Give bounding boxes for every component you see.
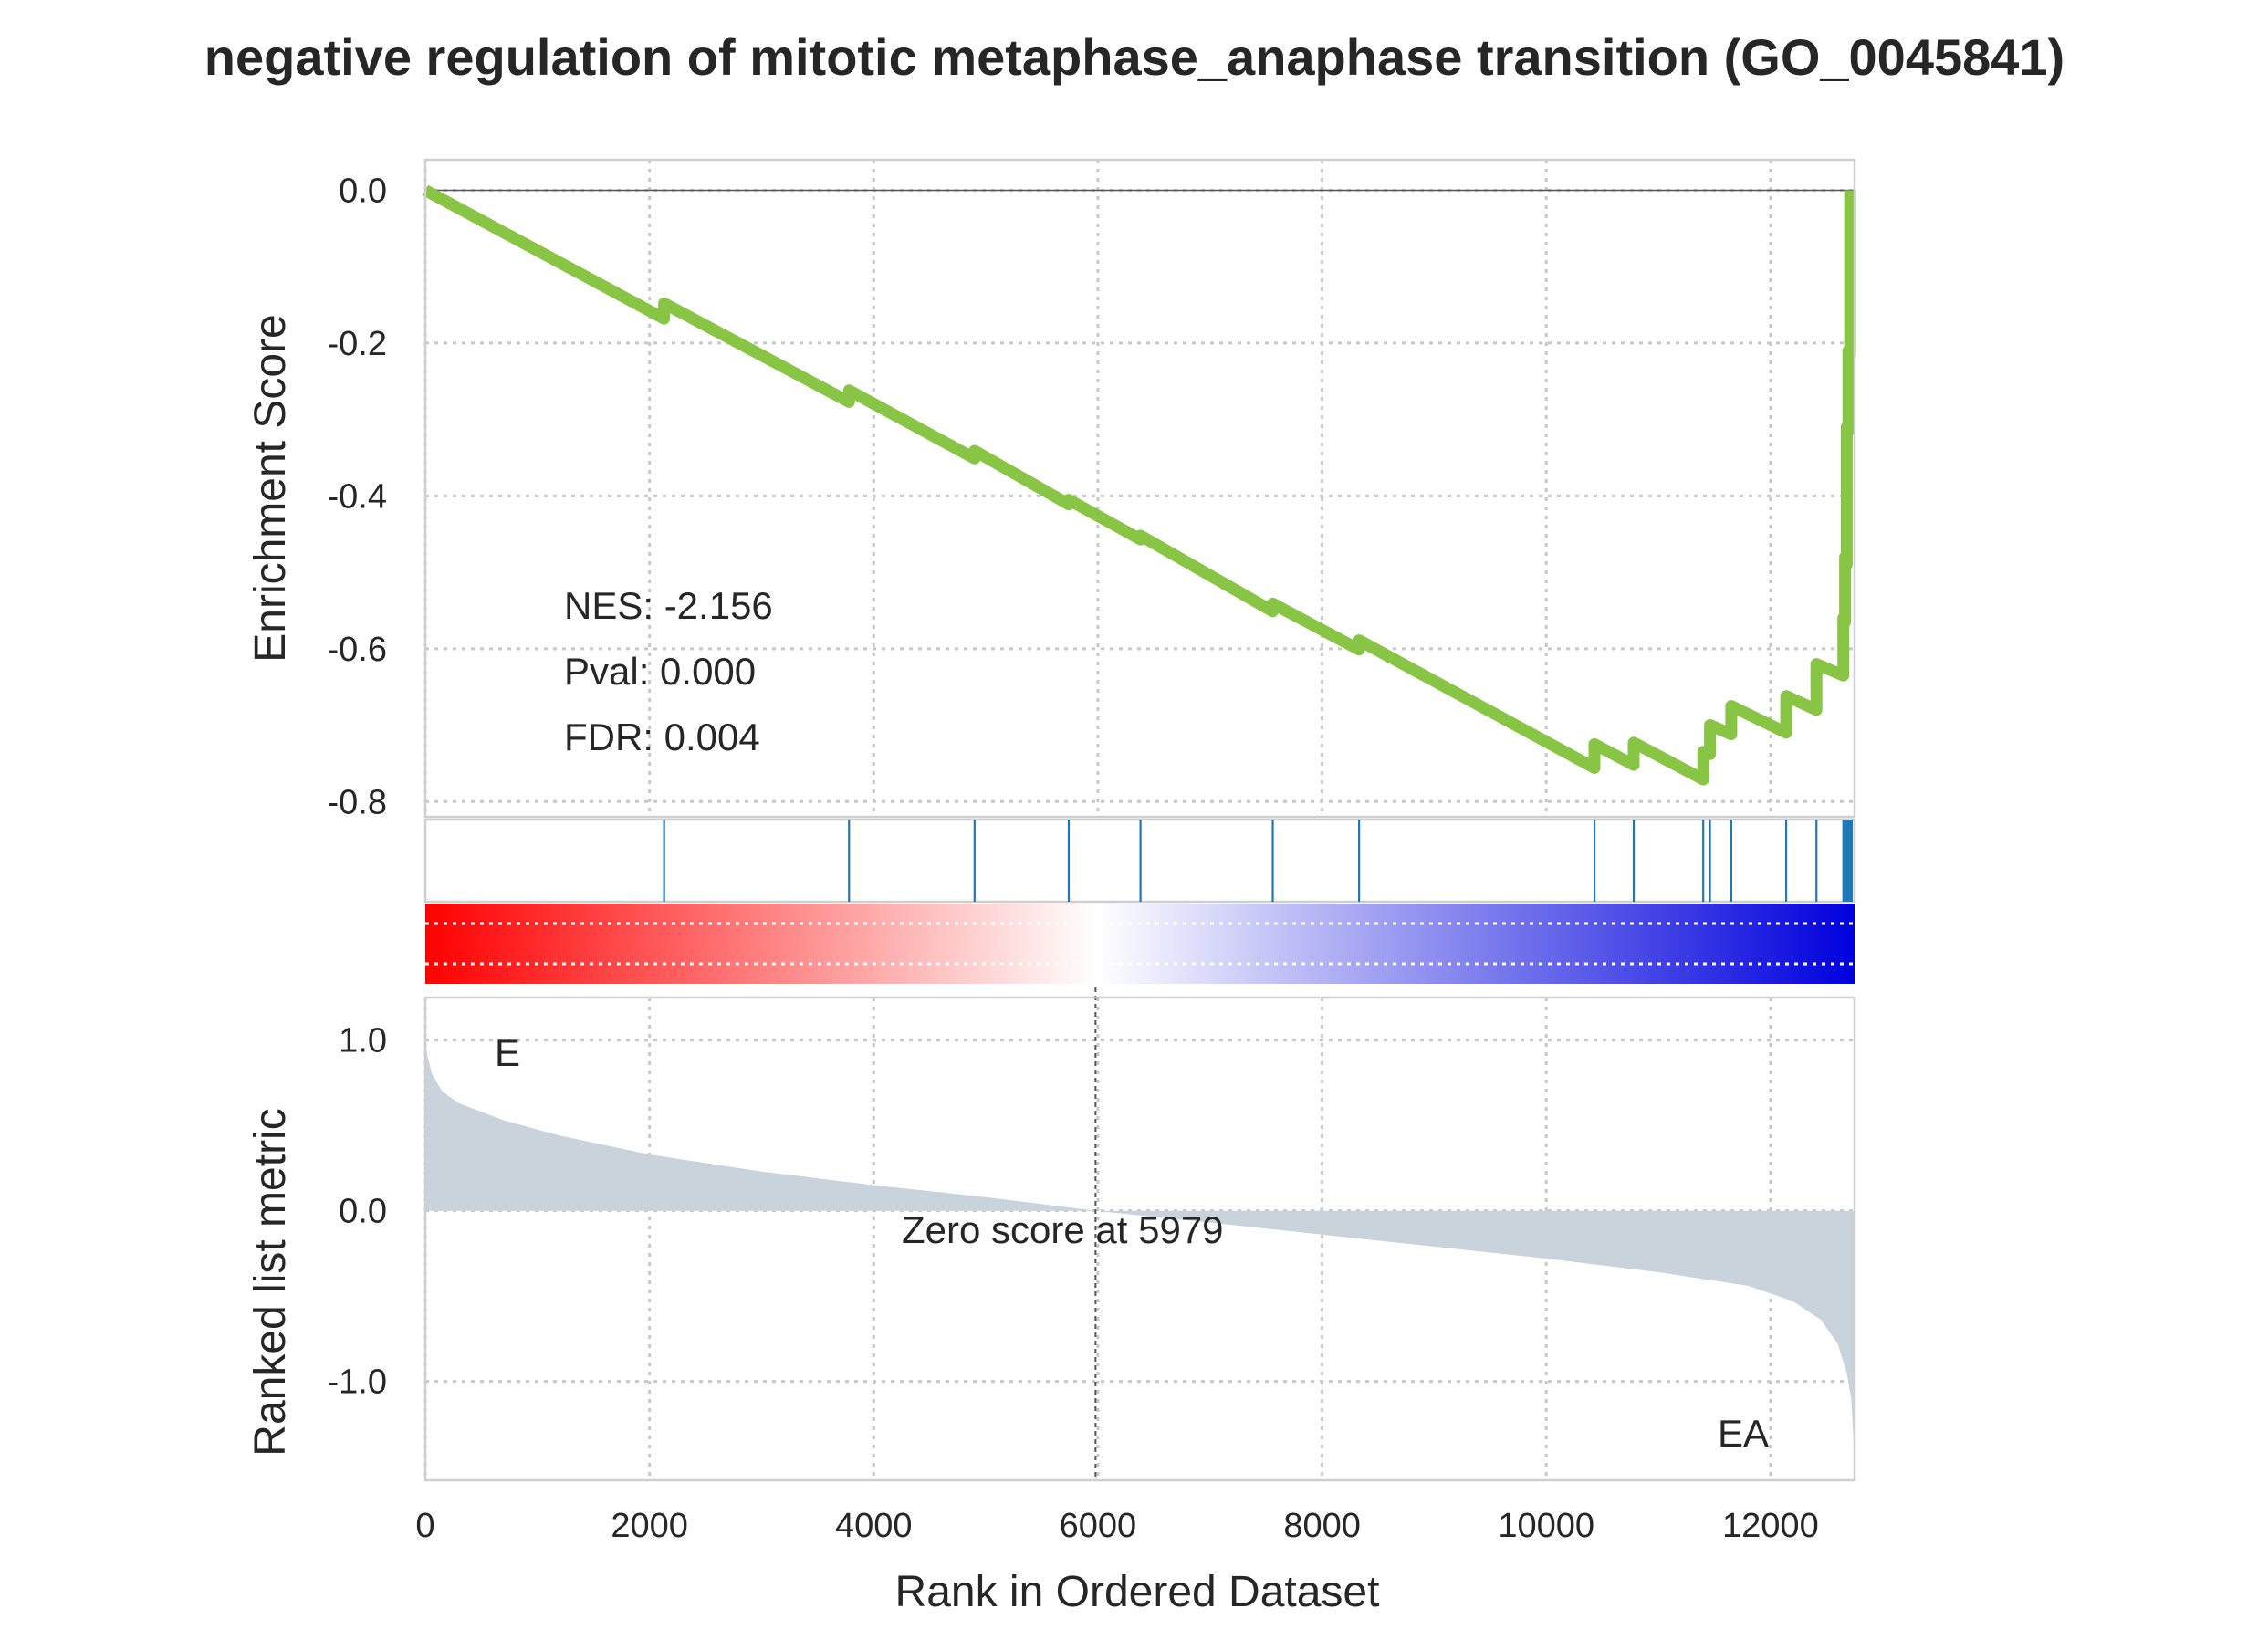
- x-tick-label: 8000: [1283, 1507, 1361, 1545]
- es-y-tick-label: -0.4: [328, 477, 387, 516]
- enrichment-panel-frame: [423, 158, 1856, 819]
- es-y-tick-label: -0.8: [328, 783, 387, 821]
- gene-hits-panel: [423, 818, 1856, 904]
- enrichment-panel: 0.0 -0.2 -0.4 -0.6 -0.8 Enrichment Score NES…: [246, 158, 1856, 821]
- metric-y-tick-label: 1.0: [339, 1022, 387, 1060]
- zero-score-label: Zero score at 5979: [902, 1208, 1224, 1251]
- fdr-stat: FDR: 0.004: [564, 716, 760, 758]
- ranked-metric-panel: 1.0 0.0 -1.0 Ranked list metric Zero score…: [246, 987, 1856, 1482]
- x-tick-label: 6000: [1060, 1507, 1137, 1545]
- x-axis-ticks: 0 2000 4000 6000 8000 10000 12000: [415, 1507, 1818, 1545]
- x-tick-label: 10000: [1498, 1507, 1594, 1545]
- enrichment-y-axis-label: Enrichment Score: [246, 314, 295, 663]
- negative-class-label: EA: [1718, 1412, 1769, 1455]
- nes-stat: NES: -2.156: [564, 584, 773, 627]
- running-enrichment-score-line: [422, 184, 1856, 786]
- ranked-metric-frame: [423, 996, 1856, 1482]
- es-y-tick-label: -0.6: [328, 631, 387, 669]
- positive-class-label: E: [495, 1031, 520, 1074]
- x-tick-label: 2000: [611, 1507, 688, 1545]
- x-axis-label: Rank in Ordered Dataset: [895, 1568, 1380, 1616]
- es-y-tick-label: -0.2: [328, 325, 387, 363]
- metric-y-tick-label: -1.0: [328, 1363, 387, 1402]
- x-tick-label: 0: [415, 1507, 434, 1545]
- enrichment-y-ticks: 0.0 -0.2 -0.4 -0.6 -0.8: [328, 172, 387, 821]
- rank-gradient-grid: [425, 922, 1855, 966]
- x-tick-label: 4000: [835, 1507, 913, 1545]
- metric-y-ticks: 1.0 0.0 -1.0: [328, 1022, 387, 1402]
- pval-stat: Pval: 0.000: [564, 650, 756, 693]
- x-tick-label: 12000: [1722, 1507, 1819, 1545]
- gene-hit-marks: [663, 820, 1854, 902]
- chart-title: negative regulation of mitotic metaphase…: [204, 28, 2064, 86]
- metric-y-axis-label: Ranked list metric: [246, 1108, 295, 1456]
- ranked-metric-area: [425, 1039, 1855, 1458]
- rank-gradient-panel: [425, 904, 1855, 984]
- metric-y-tick-label: 0.0: [339, 1193, 387, 1231]
- enrichment-grid: [423, 160, 1855, 817]
- rank-gradient-bar: [425, 904, 1855, 984]
- es-y-tick-label: 0.0: [339, 172, 387, 210]
